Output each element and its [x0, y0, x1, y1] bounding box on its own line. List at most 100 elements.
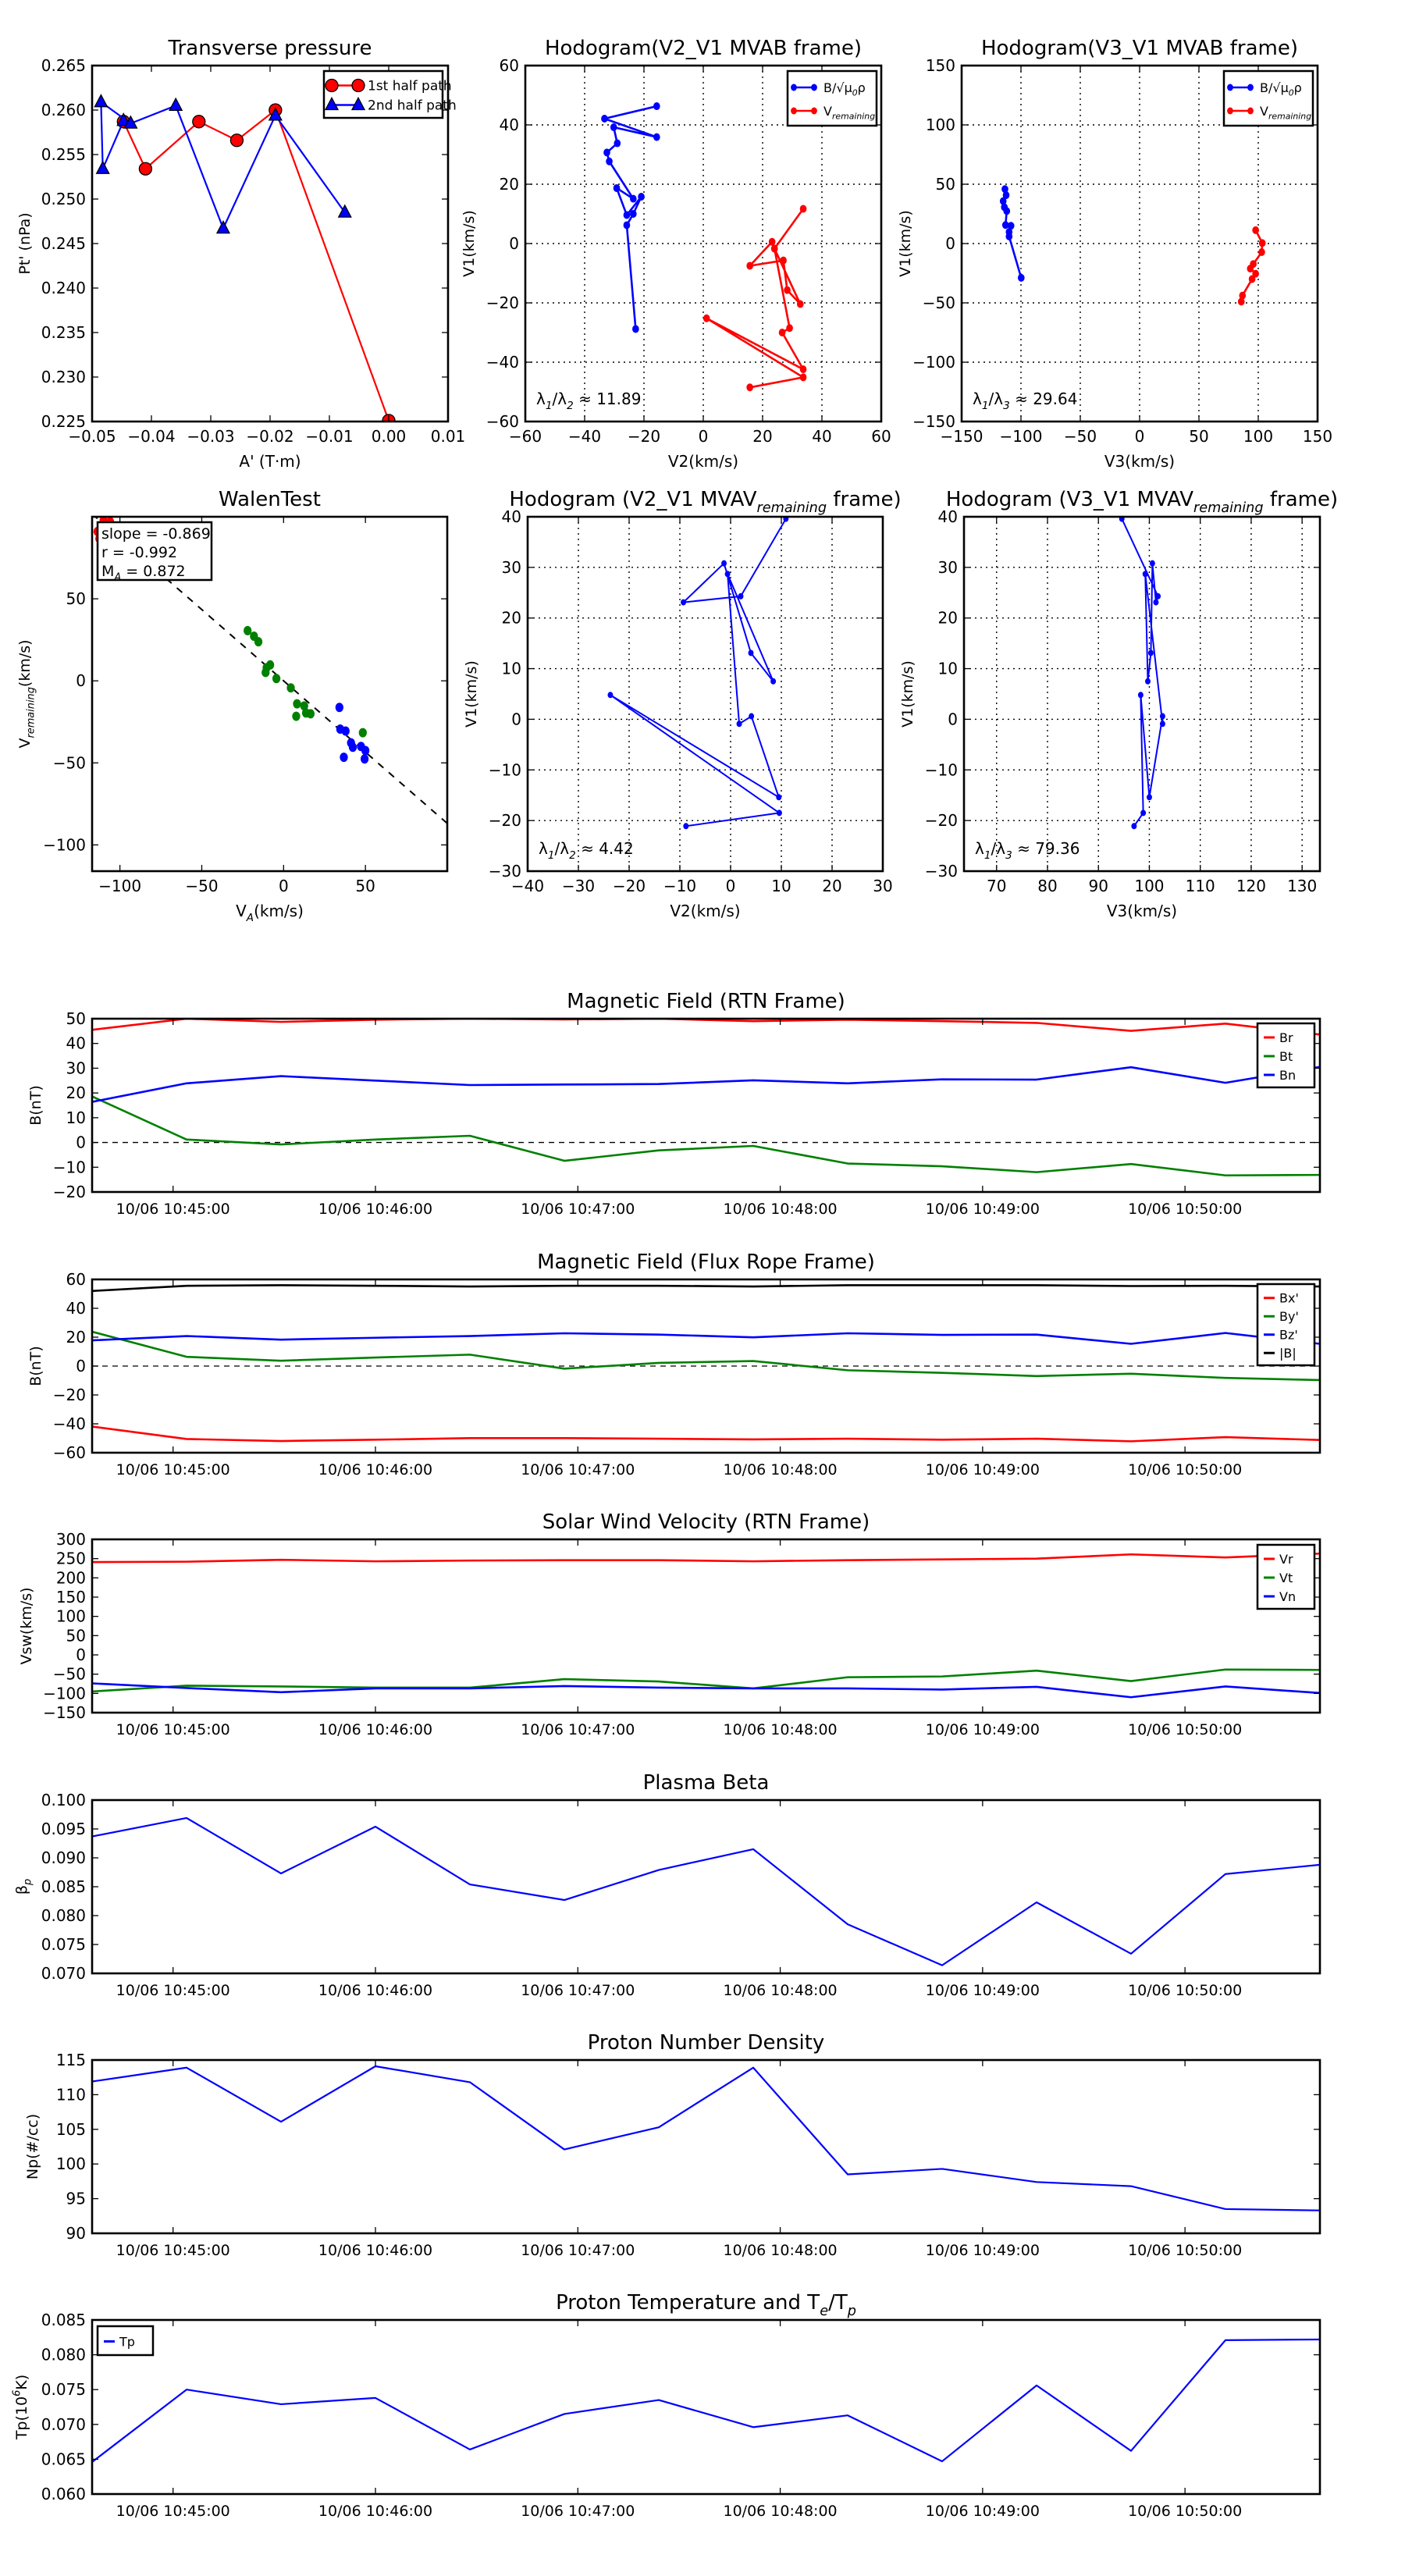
x-tick-label: 10/06 10:50:00	[1128, 2503, 1242, 2520]
x-tick-label: −100	[98, 877, 141, 895]
y-tick-label: 0	[948, 710, 958, 728]
data-point-0	[736, 720, 742, 728]
y-tick-label: 60	[500, 56, 519, 75]
data-point-0	[1002, 190, 1010, 199]
x-tick-label: 100	[1134, 877, 1164, 895]
legend-label: |B|	[1279, 1346, 1297, 1361]
data-point-2	[361, 745, 370, 756]
x-tick-label: −150	[941, 427, 984, 446]
eigenvalue-ratio-annotation: λ1/λ2 ≈ 4.42	[539, 839, 634, 862]
data-point-1	[244, 625, 252, 635]
x-tick-label: −20	[628, 427, 660, 446]
x-tick-label: −0.03	[187, 427, 234, 446]
y-tick-label: −150	[912, 412, 955, 431]
legend: Vr Vt Vn	[1256, 1543, 1316, 1610]
y-tick-label: 10	[66, 1108, 86, 1127]
x-tick-label: 10/06 10:50:00	[1128, 1201, 1242, 1218]
y-tick-label: 10	[938, 660, 958, 678]
data-point-1	[746, 383, 753, 392]
legend-marker	[325, 78, 339, 93]
plot-area	[964, 517, 1320, 871]
legend-label: Vremaining	[1260, 104, 1311, 122]
x-axis-label: VA(km/s)	[236, 902, 304, 924]
legend: Bx' By' Bz' |B|	[1256, 1283, 1316, 1367]
data-point-1	[786, 324, 793, 333]
x-tick-label: −100	[1000, 427, 1043, 446]
data-point-0	[610, 123, 617, 132]
stats-box-frame	[96, 521, 213, 582]
x-tick-label: 90	[1088, 877, 1108, 895]
data-point-0	[681, 599, 687, 606]
data-point-1	[796, 300, 804, 308]
chart-panel-4: Hodogram (V2_V1 MVAVremaining frame)−40−…	[463, 488, 902, 920]
y-tick-label: 50	[66, 589, 86, 608]
data-point-0	[1153, 599, 1159, 606]
data-point-1	[1252, 226, 1259, 234]
x-tick-label: 10/06 10:49:00	[926, 1721, 1040, 1738]
y-tick-label: −20	[489, 811, 521, 830]
data-point-1	[116, 112, 131, 126]
series-line-1	[92, 1668, 1320, 1693]
x-tick-label: 10/06 10:48:00	[724, 2503, 838, 2520]
legend-marker	[1227, 107, 1233, 115]
x-tick-label: −30	[562, 877, 595, 895]
x-tick-label: 0	[726, 877, 736, 895]
y-tick-label: 0	[76, 671, 86, 690]
legend-label: Tp	[119, 2334, 135, 2349]
data-point-1	[169, 97, 183, 111]
y-tick-label: 0.065	[41, 2450, 86, 2468]
y-tick-label: −20	[53, 1183, 86, 1201]
y-tick-label: 60	[66, 1270, 86, 1289]
y-tick-label: −20	[925, 811, 958, 830]
x-tick-label: 10/06 10:48:00	[724, 1461, 838, 1478]
y-tick-label: −20	[486, 294, 519, 312]
y-tick-label: 0.240	[41, 279, 86, 297]
series-line-0	[92, 2338, 1320, 2463]
y-axis-label: Vremaining(km/s)	[16, 639, 37, 748]
data-point-0	[653, 133, 660, 141]
data-point-0	[1159, 720, 1165, 728]
y-tick-label: −100	[912, 353, 955, 372]
legend: B/√μ0ρ Vremaining	[786, 69, 878, 127]
data-point-1	[799, 205, 807, 213]
data-point-0	[1131, 823, 1137, 830]
x-tick-label: 10/06 10:50:00	[1128, 1982, 1242, 1999]
y-tick-label: −50	[53, 1665, 86, 1684]
data-point-0	[192, 115, 206, 129]
legend: B/√μ0ρ Vremaining	[1222, 69, 1314, 127]
y-tick-label: 30	[66, 1059, 86, 1077]
y-axis-label: Pt' (nPa)	[16, 212, 34, 274]
data-point-0	[623, 211, 631, 219]
y-tick-label: 0	[511, 710, 521, 728]
y-tick-label: −150	[43, 1703, 86, 1722]
legend-marker	[351, 78, 365, 93]
chart-panel-8: Solar Wind Velocity (RTN Frame) 10/06 10:…	[18, 1510, 1321, 1738]
data-point-0	[606, 157, 613, 165]
y-tick-label: 0.075	[41, 1935, 86, 1954]
y-tick-label: −60	[486, 412, 519, 431]
data-point-2	[348, 742, 357, 753]
x-tick-label: −40	[568, 427, 601, 446]
data-point-1	[123, 115, 138, 129]
series-line-3	[92, 1284, 1320, 1293]
data-point-0	[653, 102, 660, 111]
x-tick-label: 10/06 10:49:00	[926, 1982, 1040, 1999]
y-tick-label: 0.245	[41, 234, 86, 253]
x-tick-label: 110	[1186, 877, 1215, 895]
data-point-0	[721, 560, 727, 567]
x-tick-label: 10/06 10:49:00	[926, 1461, 1040, 1478]
x-tick-label: 10	[771, 877, 791, 895]
legend-marker	[1247, 107, 1254, 115]
data-point-0	[1146, 794, 1152, 801]
data-point-0	[603, 148, 610, 157]
chart-title: Proton Number Density	[588, 2031, 825, 2055]
y-tick-label: 0.100	[41, 1791, 86, 1809]
y-tick-label: 0	[76, 1133, 86, 1152]
x-tick-label: 10/06 10:50:00	[1128, 1461, 1242, 1478]
series-line-1	[100, 101, 346, 229]
y-tick-label: −30	[489, 862, 521, 881]
y-tick-label: 100	[56, 1607, 86, 1626]
x-tick-label: 10/06 10:45:00	[116, 1982, 230, 1999]
y-tick-label: −50	[923, 294, 955, 312]
data-point-1	[1258, 239, 1266, 247]
